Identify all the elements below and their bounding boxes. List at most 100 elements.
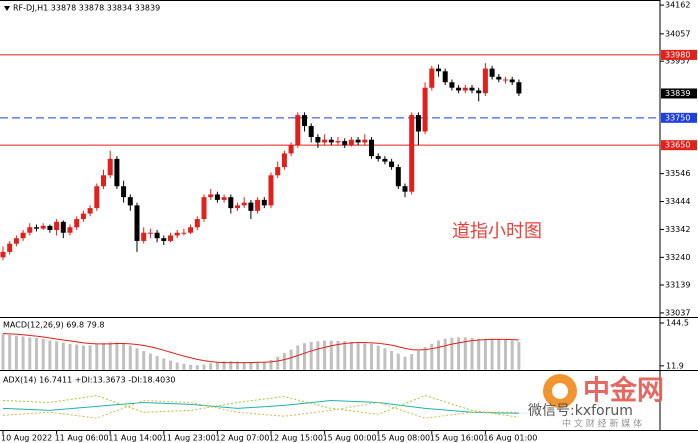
candle-body [429, 68, 435, 88]
y-tick-label: 11.9 [666, 361, 684, 370]
candle-body [355, 139, 361, 143]
macd-bar [75, 344, 79, 370]
macd-bar [215, 361, 219, 370]
candle-body [241, 202, 247, 206]
candle-body [80, 213, 86, 220]
candle-body [288, 145, 294, 154]
candle-body [94, 186, 100, 209]
macd-bar [336, 340, 340, 370]
macd-bar [35, 338, 38, 370]
candle-body [348, 139, 354, 146]
macd-bar [142, 350, 146, 370]
macd-bar [504, 339, 507, 370]
macd-bar [148, 353, 152, 370]
x-tick-label: 16 Aug 01:00 [483, 434, 537, 443]
candle-body [161, 238, 167, 241]
level-label-box [661, 112, 697, 123]
candle-body [201, 197, 207, 220]
candle-body [275, 167, 281, 176]
macd-bar [423, 347, 427, 370]
candle-body [168, 235, 173, 241]
macd-bar [309, 341, 313, 370]
level-label: 33750 [665, 113, 690, 122]
macd-bar [483, 338, 487, 370]
x-tick-label: 15 Aug 00:00 [323, 434, 377, 443]
candle-body [375, 156, 381, 159]
level-label-box [661, 140, 697, 151]
candle-body [67, 227, 73, 233]
candle-body [248, 202, 254, 211]
candle-body [482, 68, 488, 94]
macd-bar [349, 341, 353, 370]
wechat-text: 微信号:kxforum [528, 403, 633, 419]
candle-body [221, 197, 227, 200]
candle-body [13, 238, 19, 244]
macd-bar [463, 337, 467, 370]
macd-bar [303, 343, 306, 370]
macd-bar [517, 341, 521, 370]
macd-bar [450, 337, 454, 370]
macd-bar [262, 361, 266, 370]
macd-title: MACD(12,26,9) 69.8 79.8 [3, 321, 104, 330]
macd-bar [61, 342, 65, 370]
x-tick-label: 11 Aug 06:00 [55, 434, 109, 443]
candle-body [34, 227, 39, 229]
y-tick-label: 34057 [665, 29, 690, 38]
candle-body [302, 115, 307, 127]
macd-bar [102, 343, 105, 370]
macd-bar [229, 361, 233, 370]
y-tick-label: 33546 [665, 169, 690, 178]
macd-bar [169, 360, 172, 370]
watermark: 中金网 微信号:kxforum 中 文 财 经 新 媒 体 [528, 374, 664, 430]
candle-body [121, 186, 127, 198]
x-tick-label: 10 Aug 2022 [1, 434, 52, 443]
candle-body [255, 199, 261, 211]
macd-bar [88, 345, 92, 370]
macd-bar [1, 334, 5, 370]
macd-bar [329, 340, 333, 370]
y-tick-label: 33957 [665, 57, 690, 66]
candle-body [127, 197, 133, 206]
candle-body [328, 139, 334, 143]
candle-body [389, 161, 395, 168]
macd-bar [222, 361, 226, 370]
macd-bar [175, 362, 179, 370]
macd-bar [363, 343, 367, 370]
macd-bar [242, 361, 246, 370]
candle-body [489, 68, 495, 77]
macd-bar [470, 338, 474, 370]
macd-bar [477, 338, 481, 370]
candle-body [449, 82, 455, 88]
macd-bar [155, 356, 159, 370]
macd-bar [490, 338, 494, 370]
macd-bar [8, 334, 12, 370]
macd-bar [128, 345, 132, 370]
candle-body [74, 219, 80, 228]
macd-bar [356, 342, 360, 370]
macd-bar [383, 348, 387, 370]
macd-bar [410, 354, 414, 370]
candle-body [462, 87, 468, 91]
macd-bar [122, 343, 126, 370]
candle-body [60, 221, 66, 233]
candle-body [281, 153, 287, 168]
candle-body [27, 227, 33, 233]
macd-bar [81, 345, 85, 370]
candle-body [141, 232, 147, 241]
adx-line [2, 399, 519, 414]
candle-body [174, 232, 180, 236]
macd-bar [48, 340, 52, 370]
candle-body [496, 76, 502, 80]
macd-bar [189, 364, 193, 370]
macd-bar [269, 359, 273, 370]
macd-bar [41, 338, 45, 370]
y-tick-label: 34162 [665, 1, 690, 10]
macd-bar [95, 344, 99, 370]
candle-body [476, 90, 482, 94]
macd-bar [343, 341, 347, 370]
macd-bar [28, 337, 32, 370]
price-label-box [661, 88, 697, 99]
macd-bar [510, 340, 514, 370]
candle-body [40, 225, 46, 229]
macd-bar [209, 363, 213, 370]
